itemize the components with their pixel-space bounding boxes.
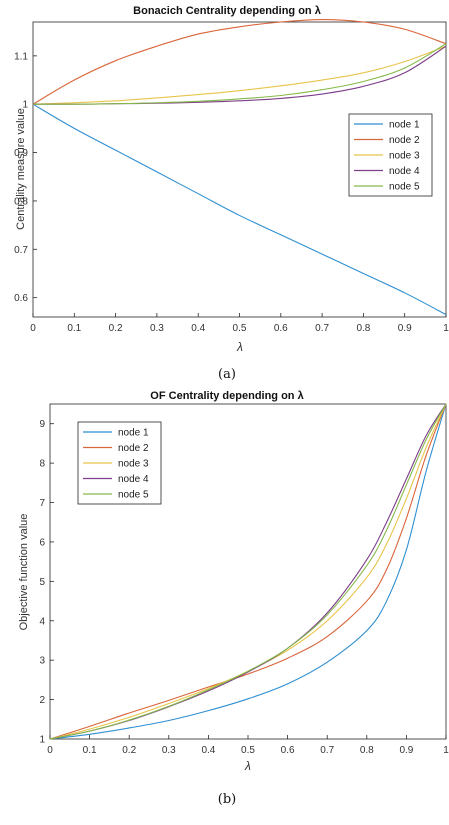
legend: node 1 node 2 node 3 node 4 node 5 (348, 113, 433, 197)
y-tick-label: 0.8 (14, 196, 28, 207)
y-tick-label: 7 (39, 498, 45, 509)
x-tick-label: 0.7 (315, 323, 329, 334)
x-axis-label: λ (236, 340, 243, 354)
x-tick-label: 0.4 (201, 745, 215, 756)
x-axis-label: λ (244, 759, 251, 773)
x-tick-label: 0.2 (109, 323, 123, 334)
series-line-node-2 (32, 19, 447, 105)
series-lines (49, 403, 447, 740)
y-tick-label: 9 (39, 419, 45, 430)
legend-label: node 1 (389, 120, 420, 131)
series-line-node-5 (49, 403, 447, 740)
x-tick-label: 1 (443, 323, 449, 334)
x-tick-label: 0.4 (191, 323, 205, 334)
series-lines (32, 19, 447, 316)
series-line-node-1 (32, 103, 447, 316)
y-axis-label: Centrality measure value (15, 108, 27, 230)
y-tick-label: 0.6 (14, 293, 28, 304)
y-tick-label: 2 (39, 695, 45, 706)
legend-label: node 3 (389, 151, 420, 162)
x-tick-label: 0.8 (356, 323, 370, 334)
x-tick-label: 0.3 (162, 745, 176, 756)
series-line-node-3 (49, 403, 447, 740)
x-tick-label: 0 (30, 323, 36, 334)
y-tick-label: 3 (39, 656, 45, 667)
x-tick-label: 0.9 (399, 745, 413, 756)
y-tick-label: 1 (22, 100, 28, 111)
x-tick-label: 0.5 (233, 323, 247, 334)
y-tick-label: 0.9 (14, 148, 28, 159)
x-tick-label: 0.3 (150, 323, 164, 334)
legend-label: node 3 (118, 459, 149, 470)
x-tick-label: 1 (443, 745, 449, 756)
x-tick-label: 0.1 (67, 323, 81, 334)
chart-title: Bonacich Centrality depending on λ (133, 5, 321, 17)
x-tick-label: 0 (47, 745, 53, 756)
chart-title: OF Centrality depending on λ (150, 390, 303, 402)
series-line-node-2 (49, 403, 447, 740)
x-tick-label: 0.8 (360, 745, 374, 756)
legend-label: node 5 (118, 490, 149, 501)
y-axis-label: Objective function value (18, 514, 30, 631)
legend-label: node 2 (118, 443, 149, 454)
series-line-node-5 (32, 43, 447, 105)
legend-label: node 5 (389, 182, 420, 193)
x-tick-label: 0.9 (398, 323, 412, 334)
y-axis: 1 2 3 4 5 6 7 8 9 (39, 419, 54, 746)
y-tick-label: 8 (39, 459, 45, 470)
x-tick-label: 0.6 (281, 745, 295, 756)
y-tick-label: 1 (39, 735, 45, 746)
y-tick-label: 4 (39, 616, 45, 627)
y-tick-label: 0.7 (14, 245, 28, 256)
chart-bonacich: Bonacich Centrality depending on λ 0 0.1 0… (14, 5, 449, 354)
x-tick-label: 0.7 (320, 745, 334, 756)
y-tick-label: 5 (39, 577, 45, 588)
chart-of-centrality: OF Centrality depending on λ 0 0.1 0.2 0.3 0… (18, 390, 449, 773)
legend-label: node 4 (118, 474, 149, 485)
x-tick-label: 0.5 (241, 745, 255, 756)
x-tick-label: 0.2 (122, 745, 136, 756)
legend-label: node 2 (389, 135, 420, 146)
x-tick-label: 0.6 (274, 323, 288, 334)
legend-label: node 4 (389, 166, 420, 177)
legend: node 1 node 2 node 3 node 4 node 5 (77, 421, 162, 505)
series-line-node-3 (32, 45, 447, 105)
caption-b: (b) (218, 792, 236, 807)
y-tick-label: 1.1 (14, 51, 28, 62)
y-tick-label: 6 (39, 537, 45, 548)
legend-label: node 1 (118, 428, 149, 439)
x-axis: 0 0.1 0.2 0.3 0.4 0.5 0.6 0.7 0.8 0.9 1 (30, 313, 449, 334)
series-line-node-1 (49, 403, 447, 740)
caption-a: (a) (218, 367, 236, 382)
x-tick-label: 0.1 (83, 745, 97, 756)
x-axis: 0 0.1 0.2 0.3 0.4 0.5 0.6 0.7 0.8 0.9 1 (47, 735, 449, 756)
